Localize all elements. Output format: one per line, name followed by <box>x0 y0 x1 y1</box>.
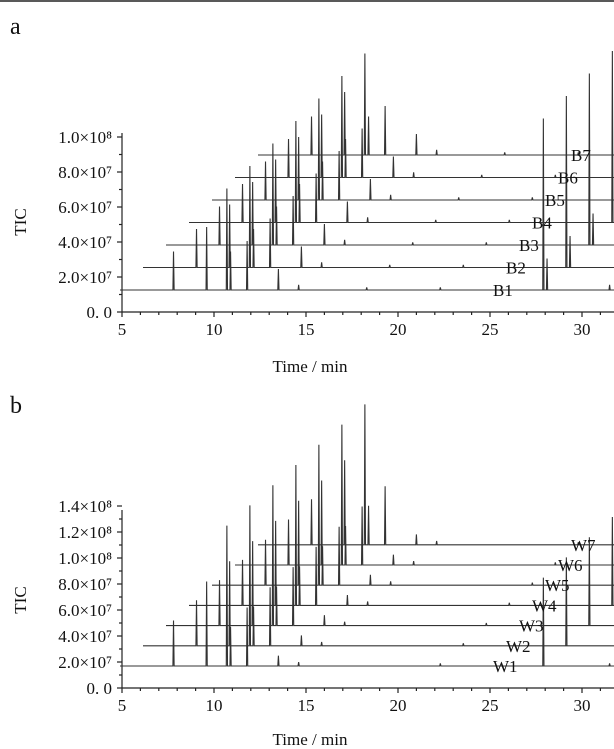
series-W1-label: W1 <box>493 657 518 676</box>
x-tick-label: 30 <box>574 696 591 715</box>
x-tick-label: 20 <box>390 696 407 715</box>
x-tick-label: 5 <box>118 320 127 339</box>
series-W6-label: W6 <box>558 556 583 575</box>
series-B6-label: B6 <box>558 169 578 188</box>
series-B7-label: B7 <box>571 146 591 165</box>
panel-b-letter: b <box>10 393 22 419</box>
x-tick-label: 10 <box>206 696 223 715</box>
series-W5-line <box>212 444 614 586</box>
y-tick-label: 4.0×10⁷ <box>58 627 112 646</box>
panel-a-letter: a <box>10 14 21 40</box>
series-W7-line <box>258 404 614 546</box>
panel-b-y-axis-title: TIC <box>11 586 30 613</box>
y-tick-label: 0. 0 <box>87 679 113 698</box>
series-W4-line <box>189 464 614 606</box>
x-tick-label: 10 <box>206 320 223 339</box>
series-B4-label: B4 <box>532 214 552 233</box>
series-B4-line <box>189 50 614 224</box>
series-B2-line <box>143 95 614 269</box>
x-tick-label: 25 <box>482 320 499 339</box>
y-tick-label: 6.0×10⁷ <box>58 601 112 620</box>
y-tick-label: 0. 0 <box>87 303 113 322</box>
x-tick-label: 15 <box>298 696 315 715</box>
y-tick-label: 1.2×10⁸ <box>58 523 112 542</box>
x-tick-label: 20 <box>390 320 407 339</box>
y-tick-label: 8.0×10⁷ <box>58 163 112 182</box>
y-tick-label: 1.0×10⁸ <box>58 128 112 147</box>
series-B1-line <box>120 118 614 291</box>
y-tick-label: 1.0×10⁸ <box>58 549 112 568</box>
series-W5-label: W5 <box>545 576 570 595</box>
series-B6-line <box>235 75 614 179</box>
y-tick-label: 4.0×10⁷ <box>58 233 112 252</box>
series-B7-line <box>258 53 614 156</box>
series-B1-label: B1 <box>493 281 513 300</box>
panel-b-x-axis-title: Time / min <box>273 730 348 749</box>
x-tick-label: 5 <box>118 696 127 715</box>
series-B3-line <box>166 73 614 246</box>
series-W7-label: W7 <box>571 536 596 555</box>
series-W2-label: W2 <box>506 637 531 656</box>
panel-a-x-axis-title: Time / min <box>273 357 348 376</box>
y-tick-label: 2.0×10⁷ <box>58 653 112 672</box>
x-tick-label: 15 <box>298 320 315 339</box>
x-tick-label: 25 <box>482 696 499 715</box>
series-W3-line <box>166 485 614 627</box>
series-W3-label: W3 <box>519 617 544 636</box>
series-W6-line <box>235 424 614 566</box>
y-tick-label: 2.0×10⁷ <box>58 268 112 287</box>
panel-a-traces: B1 B2 B3 B4 B5 B6 B7 <box>120 50 614 300</box>
series-B3-label: B3 <box>519 236 539 255</box>
series-W2-line <box>143 505 614 647</box>
panel-a-axes: 51015202530350. 02.0×10⁷4.0×10⁷6.0×10⁷8.… <box>58 128 614 339</box>
series-B5-line <box>212 98 614 201</box>
y-tick-label: 6.0×10⁷ <box>58 198 112 217</box>
panel-a: a TIC Time / min 51015202530350. 02.0×10… <box>10 14 614 376</box>
panel-b: b TIC Time / min 51015202530350. 02.0×10… <box>10 393 614 749</box>
panel-b-axes: 51015202530350. 02.0×10⁷4.0×10⁷6.0×10⁷8.… <box>58 497 614 715</box>
y-tick-label: 1.4×10⁸ <box>58 497 112 516</box>
panel-a-y-axis-title: TIC <box>11 208 30 235</box>
series-B2-label: B2 <box>506 259 526 278</box>
series-B5-label: B5 <box>545 191 565 210</box>
series-W1-line <box>120 525 614 667</box>
y-tick-label: 8.0×10⁷ <box>58 575 112 594</box>
x-tick-label: 30 <box>574 320 591 339</box>
series-W4-label: W4 <box>532 596 557 615</box>
